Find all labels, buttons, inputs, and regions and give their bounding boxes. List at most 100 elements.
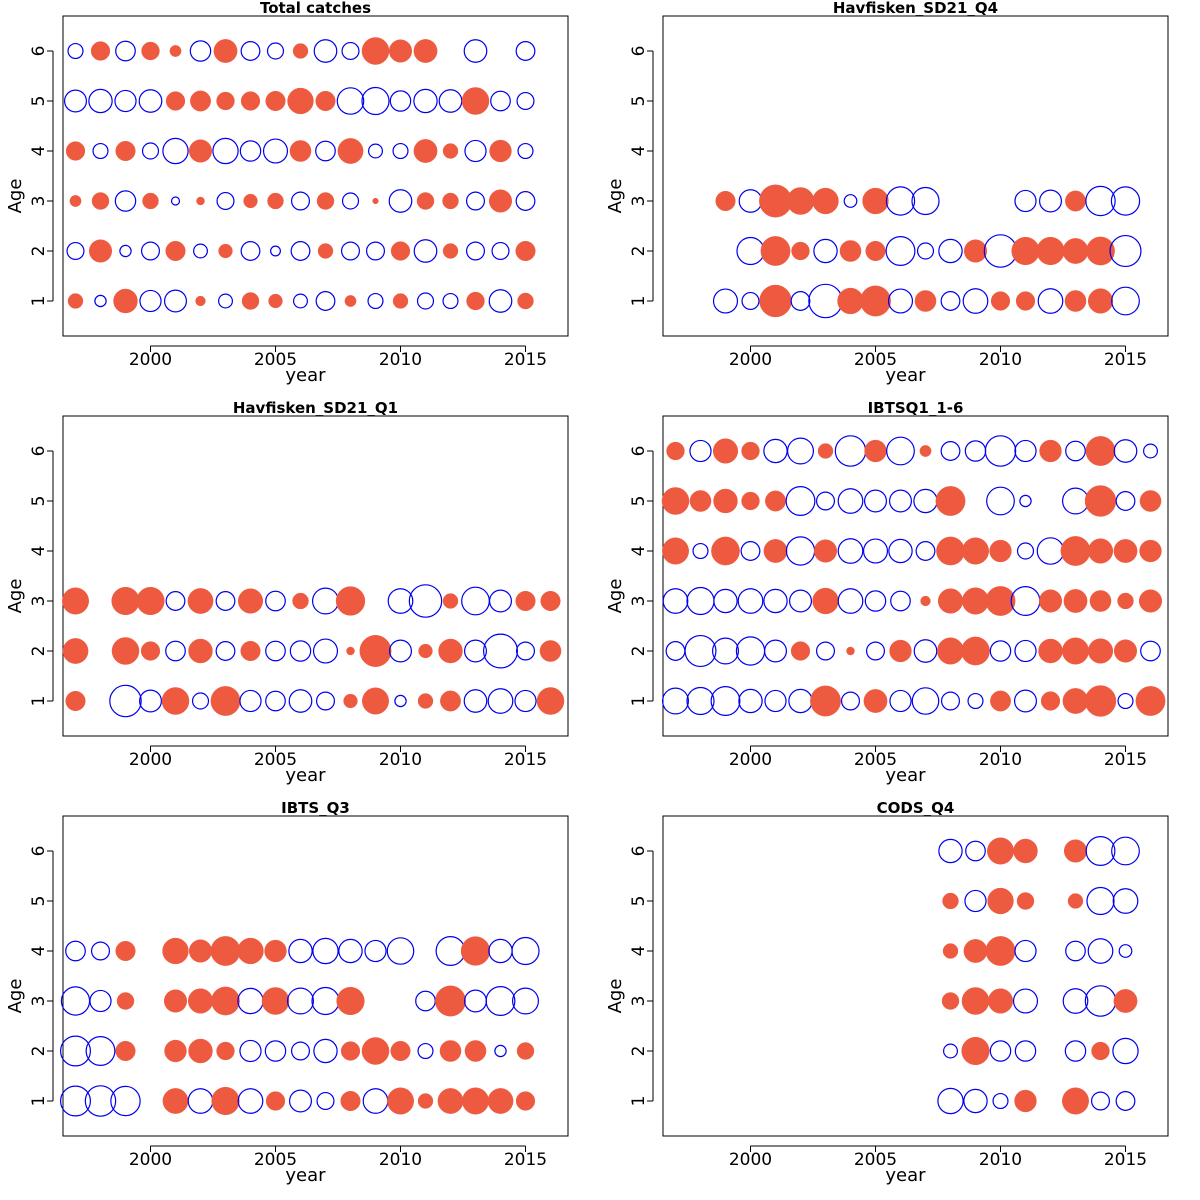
- negative-residual-bubble: [67, 42, 84, 60]
- negative-residual-bubble: [1109, 234, 1142, 268]
- negative-residual-bubble: [189, 40, 212, 62]
- negative-residual-bubble: [989, 640, 1012, 662]
- negative-residual-bubble: [315, 291, 336, 311]
- negative-residual-bubble: [913, 639, 938, 663]
- positive-residual-bubble: [489, 139, 512, 163]
- negative-residual-bubble: [193, 243, 209, 259]
- negative-residual-bubble: [736, 236, 765, 266]
- x-tick-label: 2010: [979, 350, 1022, 370]
- y-tick-label: 6: [29, 446, 49, 457]
- positive-residual-bubble: [989, 539, 1012, 563]
- negative-residual-bubble: [1111, 286, 1140, 316]
- positive-residual-bubble: [1065, 190, 1086, 212]
- positive-residual-bubble: [846, 646, 855, 656]
- positive-residual-bubble: [216, 1041, 235, 1061]
- negative-residual-bubble: [110, 1085, 141, 1117]
- positive-residual-bubble: [361, 37, 390, 65]
- positive-residual-bubble: [817, 443, 834, 459]
- x-tick-label: 2010: [379, 1150, 422, 1170]
- positive-residual-bubble: [741, 441, 760, 461]
- y-tick-label: 2: [29, 1046, 49, 1057]
- negative-residual-bubble: [737, 588, 764, 614]
- negative-residual-bubble: [837, 488, 864, 514]
- x-tick-label: 2000: [129, 1150, 172, 1170]
- negative-residual-bubble: [464, 139, 487, 163]
- positive-residual-bubble: [165, 240, 186, 262]
- negative-residual-bubble: [986, 486, 1015, 516]
- x-tick-label: 2005: [854, 1150, 897, 1170]
- negative-residual-bubble: [170, 196, 181, 206]
- negative-residual-bubble: [438, 89, 463, 113]
- negative-residual-bubble: [262, 138, 289, 164]
- negative-residual-bubble: [386, 937, 415, 965]
- negative-residual-bubble: [514, 689, 537, 713]
- negative-residual-bubble: [967, 692, 984, 710]
- x-tick-label: 2010: [979, 1150, 1022, 1170]
- positive-residual-bubble: [362, 687, 389, 715]
- positive-residual-bubble: [812, 587, 839, 615]
- positive-residual-bubble: [1040, 691, 1061, 711]
- positive-residual-bubble: [315, 90, 336, 112]
- positive-residual-bubble: [210, 686, 241, 716]
- positive-residual-bubble: [1117, 592, 1134, 610]
- x-tick-label: 2000: [129, 350, 172, 370]
- negative-residual-bubble: [965, 840, 986, 862]
- positive-residual-bubble: [985, 586, 1016, 616]
- negative-residual-bubble: [992, 1092, 1009, 1110]
- positive-residual-bubble: [387, 1087, 414, 1115]
- positive-residual-bubble: [1087, 538, 1114, 564]
- negative-residual-bubble: [165, 640, 186, 662]
- negative-residual-bubble: [511, 936, 540, 966]
- negative-residual-bubble: [517, 142, 534, 160]
- y-tick-label: 3: [29, 596, 49, 607]
- positive-residual-bubble: [914, 290, 937, 312]
- bubbles: [937, 836, 1140, 1115]
- y-tick-label: 3: [29, 996, 49, 1007]
- positive-residual-bubble: [937, 588, 964, 614]
- positive-residual-bubble: [91, 192, 110, 210]
- x-tick-label: 2010: [979, 750, 1022, 770]
- negative-residual-bubble: [962, 288, 989, 314]
- negative-residual-bubble: [1111, 836, 1140, 866]
- y-tick-label: 1: [629, 1096, 649, 1107]
- positive-residual-bubble: [1062, 1087, 1089, 1115]
- positive-residual-bubble: [190, 90, 211, 112]
- positive-residual-bubble: [715, 190, 736, 212]
- y-tick-label: 1: [629, 296, 649, 307]
- negative-residual-bubble: [788, 589, 813, 613]
- negative-residual-bubble: [741, 291, 760, 311]
- positive-residual-bubble: [265, 90, 286, 112]
- negative-residual-bubble: [115, 40, 136, 62]
- negative-residual-bubble: [1014, 1040, 1037, 1062]
- negative-residual-bubble: [240, 241, 261, 261]
- negative-residual-bubble: [388, 639, 413, 663]
- negative-residual-bubble: [488, 289, 513, 313]
- negative-residual-bubble: [885, 186, 916, 216]
- positive-residual-bubble: [211, 1086, 240, 1116]
- negative-residual-bubble: [340, 241, 361, 261]
- negative-residual-bubble: [88, 88, 113, 114]
- positive-residual-bubble: [760, 236, 791, 266]
- negative-residual-bubble: [915, 541, 936, 561]
- negative-residual-bubble: [862, 538, 889, 564]
- negative-residual-bubble: [1014, 639, 1037, 663]
- positive-residual-bubble: [864, 439, 887, 463]
- negative-residual-bubble: [661, 687, 690, 715]
- negative-residual-bubble: [515, 641, 536, 661]
- x-tick-label: 2000: [729, 1150, 772, 1170]
- positive-residual-bubble: [837, 287, 864, 315]
- negative-residual-bubble: [392, 142, 409, 160]
- negative-residual-bubble: [1142, 443, 1158, 459]
- positive-residual-bubble: [188, 638, 213, 664]
- negative-residual-bubble: [1084, 985, 1117, 1017]
- negative-residual-bubble: [712, 288, 739, 314]
- negative-residual-bubble: [785, 486, 816, 516]
- negative-residual-bubble: [316, 1091, 335, 1111]
- positive-residual-bubble: [240, 640, 261, 662]
- negative-residual-bubble: [487, 688, 514, 714]
- negative-residual-bubble: [138, 689, 163, 713]
- y-tick-label: 3: [629, 996, 649, 1007]
- positive-residual-bubble: [442, 243, 459, 259]
- negative-residual-bubble: [764, 689, 787, 713]
- positive-residual-bubble: [990, 291, 1011, 311]
